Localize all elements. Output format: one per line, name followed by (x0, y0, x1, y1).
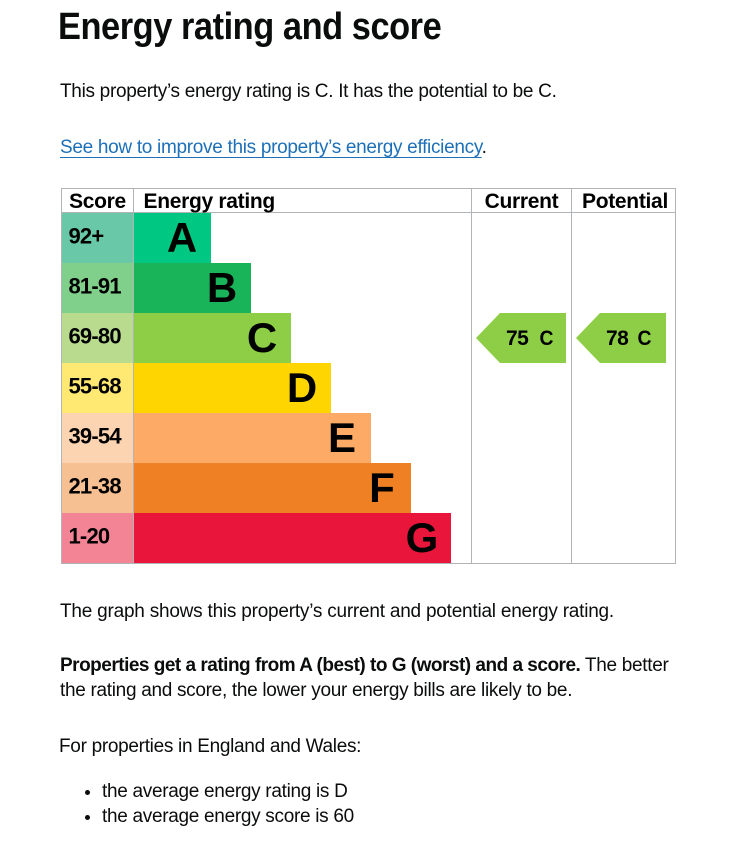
svg-text:C: C (247, 314, 277, 361)
svg-text:G: G (406, 514, 439, 561)
svg-text:75: 75 (506, 327, 529, 350)
svg-text:A: A (167, 214, 197, 261)
svg-text:C: C (638, 327, 652, 350)
svg-text:Potential: Potential (582, 190, 668, 213)
svg-text:Score: Score (69, 190, 126, 213)
svg-text:21-38: 21-38 (69, 474, 122, 499)
svg-text:69-80: 69-80 (69, 324, 122, 349)
svg-text:81-91: 81-91 (69, 274, 122, 299)
svg-text:C: C (540, 327, 554, 350)
svg-text:D: D (287, 364, 317, 411)
svg-text:78: 78 (606, 327, 629, 350)
svg-text:92+: 92+ (69, 224, 104, 249)
svg-text:Energy rating: Energy rating (144, 190, 275, 213)
svg-text:39-54: 39-54 (69, 424, 123, 449)
svg-text:E: E (328, 414, 356, 461)
svg-text:F: F (369, 464, 395, 511)
svg-text:55-68: 55-68 (69, 374, 122, 399)
svg-text:1-20: 1-20 (69, 524, 110, 549)
svg-text:B: B (207, 264, 237, 311)
svg-text:Current: Current (485, 190, 559, 213)
